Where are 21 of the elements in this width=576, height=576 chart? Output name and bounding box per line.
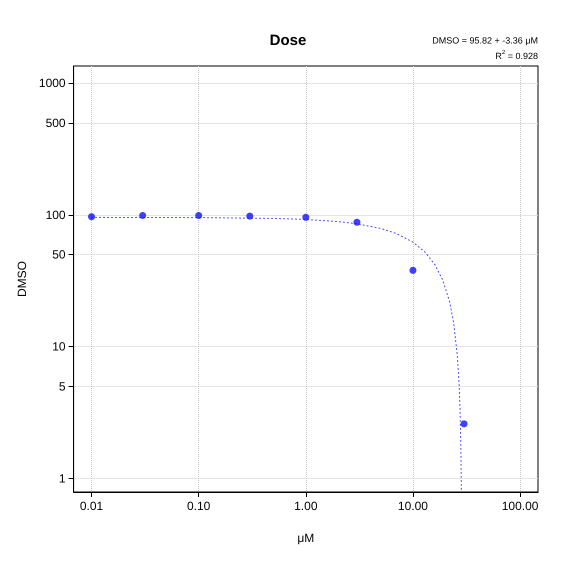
x-axis-title: μM	[297, 531, 314, 545]
y-tick-label: 500	[46, 116, 66, 130]
x-tick-label: 0.01	[80, 499, 104, 513]
y-tick-label: 5	[58, 379, 66, 394]
point	[195, 212, 202, 220]
point	[302, 214, 310, 221]
y-axis-title: DMSO	[15, 261, 29, 297]
y-tick-label: 10	[52, 340, 66, 354]
x-tick-label: 10.00	[398, 499, 428, 513]
text: DMSO = 95.82 + -3.36 μM	[432, 36, 538, 46]
y-tick-label: 1000	[38, 76, 66, 90]
y-tick-label: 1	[58, 472, 66, 486]
point	[460, 420, 468, 428]
point	[88, 213, 96, 220]
point	[353, 218, 360, 226]
x-tick-label: 100.00	[502, 499, 539, 513]
y-tick-label: 50	[52, 248, 66, 262]
x-tick-label: 0.10	[186, 499, 211, 513]
y-tick-label: 100	[46, 208, 66, 222]
chart-title: Dose	[270, 32, 306, 49]
x-tick-label: 1.00	[294, 499, 318, 513]
